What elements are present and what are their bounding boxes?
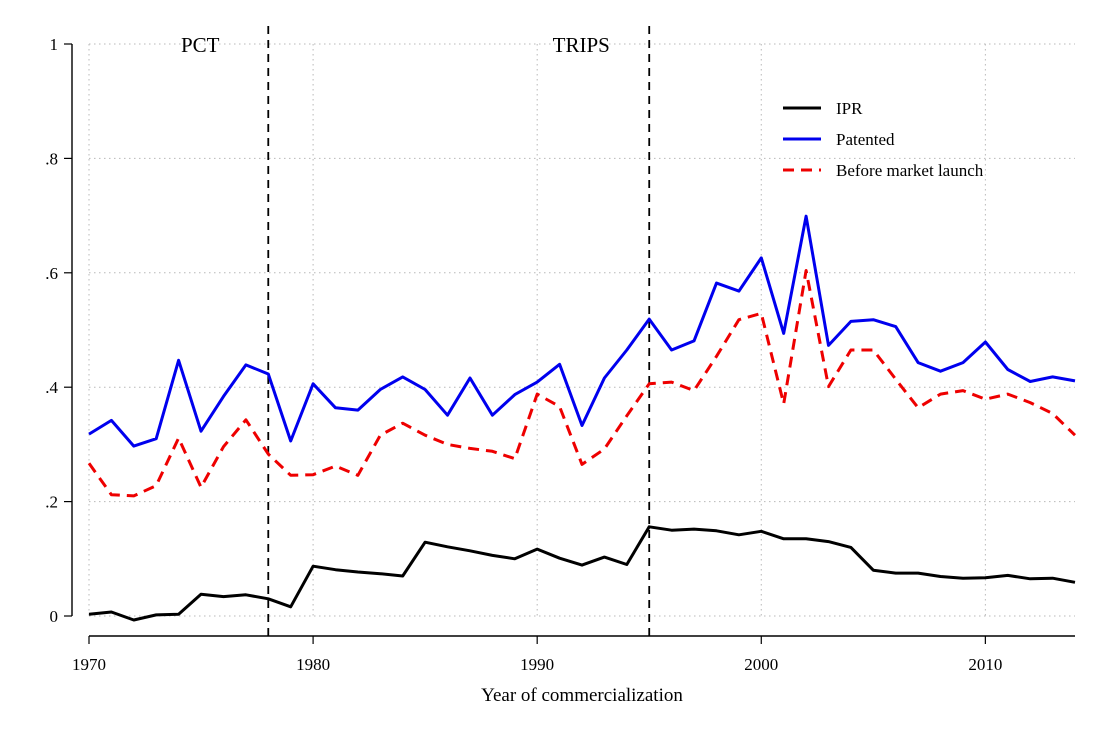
series-line-patented xyxy=(88,214,1076,448)
policy-label-pct: PCT xyxy=(181,33,220,57)
legend-label-patented: Patented xyxy=(836,130,895,149)
y-tick-label: .6 xyxy=(45,264,58,283)
series-line-ipr xyxy=(88,525,1076,622)
x-tick-label: 2000 xyxy=(744,655,778,674)
legend-label-ipr: IPR xyxy=(836,99,863,118)
y-tick-label: 1 xyxy=(50,35,59,54)
y-tick-label: .8 xyxy=(45,149,58,168)
y-tick-label: 0 xyxy=(50,607,59,626)
x-axis-title: Year of commercialization xyxy=(481,685,683,706)
legend: IPR Patented Before market launch xyxy=(783,99,984,180)
series-line-before-market-launch xyxy=(87,269,1077,498)
y-tick-label: .2 xyxy=(45,493,58,512)
y-tick-label: .4 xyxy=(45,378,58,397)
x-tick-label: 2010 xyxy=(968,655,1002,674)
x-tick-label: 1990 xyxy=(520,655,554,674)
policy-lines: PCT TRIPS xyxy=(181,26,651,636)
axes: 0 .2 .4 .6 .8 1 1970 1980 1990 2000 2010 xyxy=(45,35,1075,674)
policy-label-trips: TRIPS xyxy=(553,33,610,57)
legend-label-before-market-launch: Before market launch xyxy=(836,161,984,180)
x-tick-label: 1970 xyxy=(72,655,106,674)
grid-lines xyxy=(88,43,1075,617)
x-tick-label: 1980 xyxy=(296,655,330,674)
series-lines xyxy=(87,214,1077,622)
